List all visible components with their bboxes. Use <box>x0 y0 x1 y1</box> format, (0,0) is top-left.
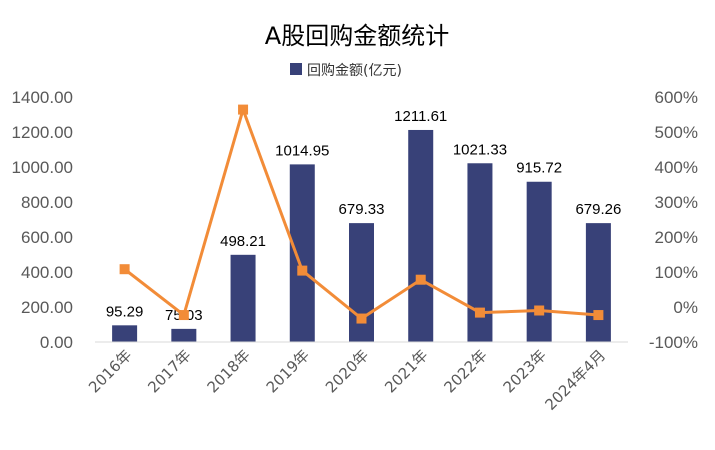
bar <box>171 328 197 342</box>
left-axis-tick-label: 1000.00 <box>12 158 73 177</box>
legend-swatch <box>290 63 302 75</box>
x-axis-tick-label: 2022年 <box>440 346 490 396</box>
bar-data-label: 915.72 <box>516 160 562 177</box>
right-axis-tick-label: 500% <box>655 123 698 142</box>
x-axis-tick-label: 2023年 <box>500 346 550 396</box>
bar-data-label: 679.26 <box>575 201 621 218</box>
x-axis-tick-label: 2019年 <box>263 346 313 396</box>
right-axis-tick-label: 0% <box>673 298 698 317</box>
right-axis-tick-label: 600% <box>655 88 698 107</box>
right-axis-tick-label: 400% <box>655 158 698 177</box>
line-point <box>297 265 308 276</box>
line-point <box>593 310 604 321</box>
bar <box>349 223 374 342</box>
right-axis-tick-label: 100% <box>655 263 698 282</box>
right-axis: -100% 0% 100% 200% 300% 400% 500% 600% <box>649 88 698 352</box>
left-axis-tick-label: 1200.00 <box>12 123 73 142</box>
line-point <box>534 305 545 316</box>
bar <box>408 129 434 342</box>
bar <box>230 254 256 342</box>
legend: 回购金额(亿元) <box>290 63 402 79</box>
bar-data-label: 498.21 <box>220 233 266 250</box>
line-point <box>474 307 485 318</box>
bar-data-label: 1014.95 <box>275 142 329 159</box>
left-axis-tick-label: 400.00 <box>21 263 73 282</box>
line-point <box>238 104 249 115</box>
left-axis-tick-label: 600.00 <box>21 228 73 247</box>
x-axis-tick-label: 2018年 <box>204 346 254 396</box>
x-axis-tick-label: 2017年 <box>144 346 194 396</box>
chart-title: A股回购金额统计 <box>265 22 449 50</box>
right-axis-tick-label: -100% <box>649 333 698 352</box>
line-point <box>415 274 426 285</box>
bar <box>289 164 315 342</box>
left-axis-tick-label: 0.00 <box>40 333 73 352</box>
bar-data-label: 679.33 <box>339 201 385 218</box>
left-axis-tick-label: 1400.00 <box>12 88 73 107</box>
x-axis-tick-label: 2024年4月 <box>542 346 610 414</box>
x-axis-tick-label: 2016年 <box>85 346 135 396</box>
bar <box>585 223 611 342</box>
left-axis-tick-label: 200.00 <box>21 298 73 317</box>
legend-label: 回购金额(亿元) <box>307 63 402 79</box>
bar-data-label: 1021.33 <box>453 141 507 158</box>
x-axis-tick-label: 2021年 <box>381 346 431 396</box>
left-axis: 0.00 200.00 400.00 600.00 800.00 1000.00 1200.… <box>12 88 73 352</box>
x-axis-tick-label: 2020年 <box>322 346 372 396</box>
left-axis-tick-label: 800.00 <box>21 193 73 212</box>
right-axis-tick-label: 200% <box>655 228 698 247</box>
bar <box>526 181 552 342</box>
line-series <box>119 104 604 324</box>
line-point <box>119 264 130 275</box>
right-axis-tick-label: 300% <box>655 193 698 212</box>
x-axis: 2016年 2017年 2018年 2019年 2020年 2021年 2022年 2023年… <box>85 341 628 414</box>
line-point <box>356 313 367 324</box>
line-point <box>178 310 189 321</box>
bar <box>112 325 138 342</box>
bar-data-label: 1211.61 <box>394 108 447 125</box>
bar-data-label: 95.29 <box>106 303 144 320</box>
